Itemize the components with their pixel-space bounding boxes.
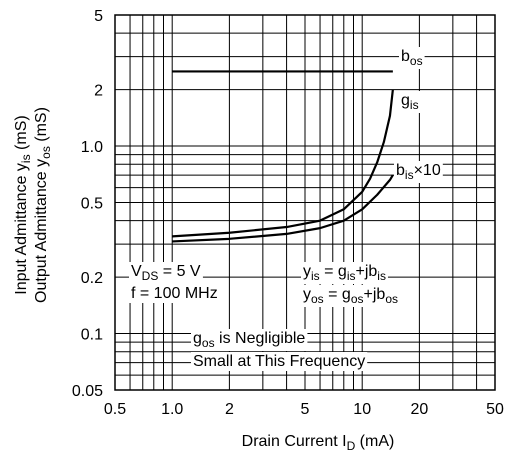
- x-tick-label: 5: [301, 401, 310, 418]
- yos-as: os: [311, 292, 324, 306]
- y-axis-title-line2-post: (mS): [33, 107, 50, 146]
- annotation-vds-sub: DS: [142, 269, 159, 283]
- label-background: [399, 91, 421, 113]
- y-axis-title-line2-pre: Output Admittance y: [33, 159, 50, 303]
- series-label-bis10: bis×10: [396, 162, 441, 182]
- x-axis-title-sub: D: [347, 439, 356, 453]
- annotation-frequency: f = 100 MHz: [131, 285, 218, 302]
- series-label-bis-sub: is: [405, 168, 414, 182]
- x-tick-label: 10: [353, 401, 371, 418]
- yos-bs: os: [351, 292, 364, 306]
- y-axis-title-line1-pre: Input Admittance y: [13, 163, 30, 295]
- label-background: [191, 329, 308, 351]
- series-label-bos: bos: [401, 48, 423, 68]
- annotation-backgrounds: [129, 47, 443, 371]
- y-tick-label: 0.5: [81, 196, 103, 213]
- y-axis-title-line1-post: (mS): [13, 115, 30, 154]
- x-tick-label: 0.5: [104, 401, 126, 418]
- tick-labels: 0.5 1.0 2 5 10 20 50 0.05 0.1 0.2 0.5 1.0 2 5: [72, 8, 504, 418]
- label-background: [191, 352, 368, 371]
- yos-cs: os: [385, 292, 398, 306]
- annotation-vds: VDS = 5 V: [131, 263, 201, 283]
- yis-bs: is: [347, 269, 356, 283]
- gos-pre: g: [193, 330, 202, 347]
- yos-a: y: [303, 286, 311, 303]
- gos-post: is Negligible: [215, 330, 306, 347]
- series-label-bos-sub: os: [410, 54, 423, 68]
- yis-a: y: [303, 263, 311, 280]
- y-tick-label: 1.0: [81, 139, 103, 156]
- x-tick-label: 2: [225, 401, 234, 418]
- series-label-gis: gis: [401, 92, 419, 112]
- yis-b: = g: [320, 263, 347, 280]
- series-label-bis-post: ×10: [414, 162, 441, 179]
- x-tick-label: 1.0: [161, 401, 183, 418]
- plot-frame: [114, 14, 496, 391]
- yis-cs: is: [377, 269, 386, 283]
- y-axis-title-line2-sub: os: [39, 146, 53, 159]
- series-label-bis-main: b: [396, 162, 405, 179]
- y-tick-label: 0.1: [81, 327, 103, 344]
- yis-as: is: [311, 269, 320, 283]
- label-background: [394, 161, 443, 183]
- annotation-small-at-frequency: Small at This Frequency: [193, 353, 365, 370]
- x-axis-title: Drain Current ID (mA): [242, 433, 395, 453]
- gos-sub: os: [202, 336, 215, 350]
- series-line-gis: [172, 89, 394, 238]
- annotation-vds-pre: V: [131, 263, 142, 280]
- series-label-bos-main: b: [401, 48, 410, 65]
- yos-b: = g: [324, 286, 351, 303]
- y-tick-label: 0.05: [72, 383, 103, 400]
- y-tick-label: 0.2: [81, 270, 103, 287]
- series-label-gis-main: g: [401, 92, 410, 109]
- series-lines: [172, 70, 394, 243]
- annotation-yis-equation: yis = gis+jbis: [303, 263, 386, 283]
- x-tick-label: 20: [410, 401, 428, 418]
- label-background: [129, 284, 220, 303]
- label-background: [399, 47, 425, 69]
- yos-c: +jb: [364, 286, 386, 303]
- x-axis-title-main: Drain Current I: [242, 433, 347, 450]
- annotation-vds-post: = 5 V: [158, 263, 201, 280]
- series-label-gis-sub: is: [410, 98, 419, 112]
- annotation-gos-negligible: gos is Negligible: [193, 330, 305, 350]
- x-axis-title-unit: (mA): [355, 433, 394, 450]
- label-background: [129, 262, 203, 284]
- y-axis-title-line1-sub: is: [19, 154, 33, 163]
- label-background: [301, 285, 400, 307]
- yis-c: +jb: [355, 263, 377, 280]
- y-tick-label: 2: [94, 83, 103, 100]
- y-tick-label: 5: [94, 8, 103, 25]
- label-background: [301, 262, 388, 284]
- x-tick-label: 50: [486, 401, 504, 418]
- annotation-yos-equation: yos = gos+jbos: [303, 286, 398, 306]
- series-line-bis10: [172, 174, 394, 243]
- y-axis-title-line1: Input Admittance yis (mS): [13, 115, 33, 294]
- y-axis-title-line2: Output Admittance yos (mS): [33, 107, 53, 303]
